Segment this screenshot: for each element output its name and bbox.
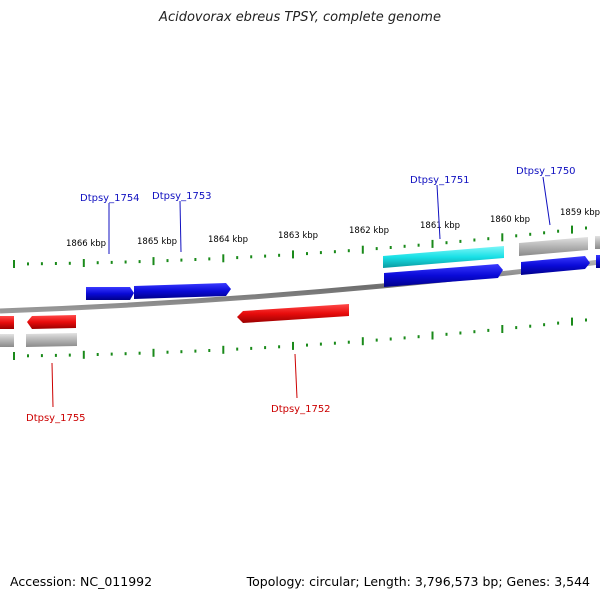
gene-dtpsy-1754[interactable] xyxy=(86,287,134,300)
gene-dtpsy-1755[interactable] xyxy=(27,315,76,329)
label-leaders xyxy=(51,176,551,408)
leader-dtpsy-1753 xyxy=(179,200,182,253)
leader-dtpsy-1751 xyxy=(436,184,441,240)
leader-dtpsy-1755 xyxy=(51,362,54,408)
map-title: Acidovorax ebreus TPSY, complete genome xyxy=(159,10,441,25)
gene-edge-forward[interactable] xyxy=(596,255,600,268)
gene-dtpsy-1753[interactable] xyxy=(134,283,231,299)
kbp-label-1864: 1864 kbp xyxy=(208,235,248,245)
gene-dtpsy-1751-selected[interactable] xyxy=(383,246,504,268)
forward-strand xyxy=(86,236,600,300)
gene-left-edge[interactable] xyxy=(0,316,14,329)
inner-tick-row xyxy=(13,317,587,360)
gene-dtpsy-1751[interactable] xyxy=(384,264,503,287)
label-dtpsy-1751[interactable]: Dtpsy_1751 xyxy=(410,175,470,186)
kbp-scale: 1866 kbp 1865 kbp 1864 kbp 1863 kbp 1862… xyxy=(66,208,600,249)
genome-map[interactable]: 1866 kbp 1865 kbp 1864 kbp 1863 kbp 1862… xyxy=(0,0,600,560)
kbp-label-1862: 1862 kbp xyxy=(349,226,389,236)
rna-gene-edge-top[interactable] xyxy=(595,236,600,249)
kbp-label-1863: 1863 kbp xyxy=(278,231,318,241)
rna-gene-bottom[interactable] xyxy=(26,333,77,347)
kbp-label-1861: 1861 kbp xyxy=(420,221,460,231)
label-dtpsy-1754[interactable]: Dtpsy_1754 xyxy=(80,193,140,204)
rna-gene-top[interactable] xyxy=(519,237,588,256)
reverse-strand xyxy=(0,304,349,347)
genome-backbone xyxy=(0,259,600,314)
label-dtpsy-1755[interactable]: Dtpsy_1755 xyxy=(26,413,86,424)
kbp-label-1859: 1859 kbp xyxy=(560,208,600,218)
gene-dtpsy-1750[interactable] xyxy=(521,256,590,275)
gene-dtpsy-1752[interactable] xyxy=(237,304,349,323)
kbp-label-1866: 1866 kbp xyxy=(66,239,106,249)
leader-dtpsy-1750 xyxy=(542,176,551,226)
topology-text: Topology: circular; Length: 3,796,573 bp… xyxy=(246,574,590,589)
label-dtpsy-1750[interactable]: Dtpsy_1750 xyxy=(516,166,576,177)
gene-labels: Dtpsy_1754 Dtpsy_1753 Dtpsy_1751 Dtpsy_1… xyxy=(26,166,576,424)
kbp-label-1860: 1860 kbp xyxy=(490,215,530,225)
label-dtpsy-1752[interactable]: Dtpsy_1752 xyxy=(271,404,331,415)
accession-text: Accession: NC_011992 xyxy=(10,574,153,589)
leader-dtpsy-1752 xyxy=(294,353,298,399)
outer-tick-row xyxy=(13,225,587,268)
kbp-label-1865: 1865 kbp xyxy=(137,237,177,247)
label-dtpsy-1753[interactable]: Dtpsy_1753 xyxy=(152,191,212,202)
rna-gene-left-edge[interactable] xyxy=(0,334,14,347)
